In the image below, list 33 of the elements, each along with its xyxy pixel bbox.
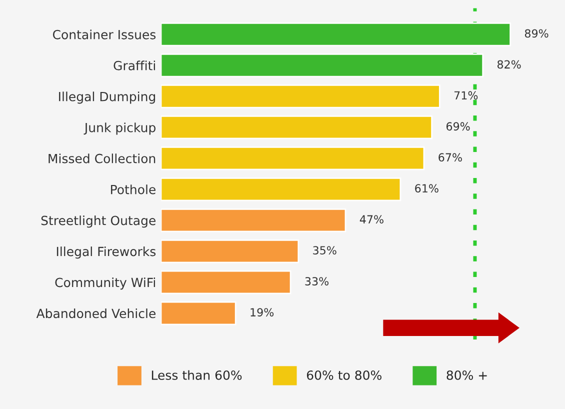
data-label: 89% — [524, 29, 548, 38]
y-tick-label: Abandoned Vehicle — [36, 308, 156, 318]
bar — [161, 116, 433, 140]
y-tick-label: Missed Collection — [48, 154, 156, 164]
y-tick-label: Illegal Dumping — [59, 92, 156, 104]
bar — [161, 270, 292, 294]
bar — [161, 239, 300, 264]
y-tick-label: Graffiti — [114, 60, 155, 70]
legend-label: 60% to 80% — [306, 370, 382, 380]
data-label: 71% — [454, 91, 478, 100]
bar — [161, 208, 346, 232]
data-label: 67% — [438, 153, 462, 162]
bar — [161, 84, 440, 108]
bar — [161, 301, 236, 326]
bar — [161, 54, 484, 78]
y-tick-label: Illegal Fireworks — [56, 246, 156, 259]
y-tick-label: Container Issues — [52, 30, 156, 40]
y-tick-label: Streetlight Outage — [41, 216, 156, 228]
data-label: 35% — [313, 246, 336, 255]
data-label: 69% — [446, 122, 470, 131]
y-tick-label: Junk pickup — [84, 122, 156, 135]
data-label: 61% — [415, 184, 438, 193]
legend-label: 80% + — [446, 370, 487, 380]
bar — [161, 177, 402, 202]
data-label: 47% — [360, 215, 384, 224]
data-label: 19% — [250, 308, 274, 316]
bar — [161, 22, 511, 46]
data-label: 33% — [305, 277, 328, 286]
legend-label: Less than 60% — [152, 370, 242, 380]
y-tick-label: Community WiFi — [55, 278, 155, 290]
bar — [161, 146, 425, 170]
data-label: 82% — [497, 60, 521, 69]
y-tick-label: Pothole — [111, 184, 156, 194]
